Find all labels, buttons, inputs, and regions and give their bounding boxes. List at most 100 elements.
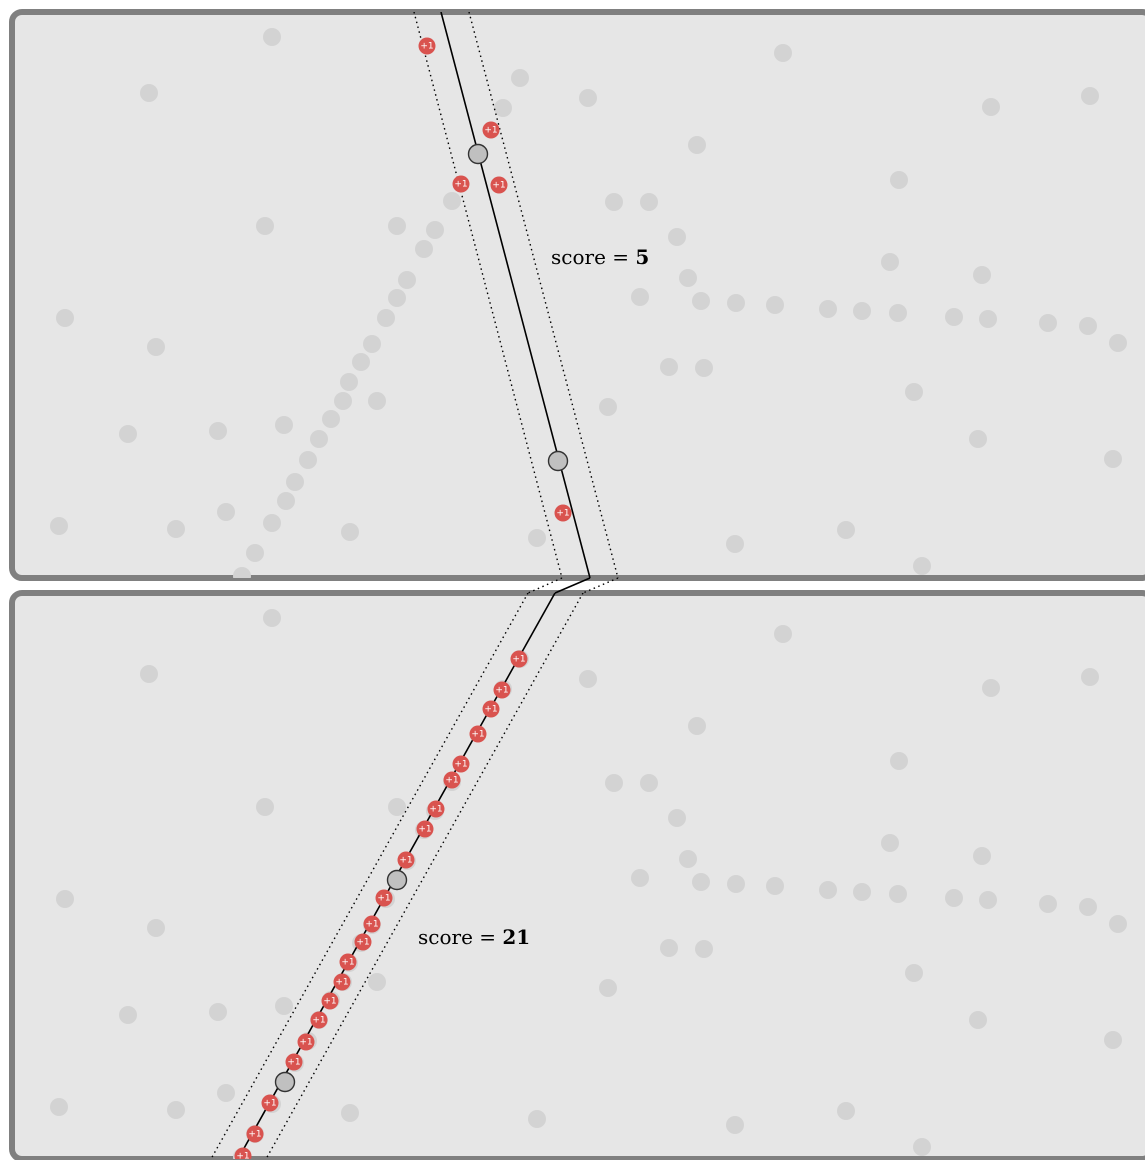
inlier-dot [397,851,415,869]
data-point [668,228,686,246]
inlier-point: +1 [234,1147,252,1159]
inlier-point: +1 [510,650,528,668]
inlier-point: +1 [427,800,445,818]
inlier-dot [418,37,436,55]
data-point [1104,450,1122,468]
data-point [1109,915,1127,933]
data-point [275,997,293,1015]
data-point [398,271,416,289]
data-point [599,979,617,997]
data-point [890,752,908,770]
data-point [979,310,997,328]
data-point [56,890,74,908]
inlier-point: +1 [443,771,461,789]
data-point [341,523,359,541]
panel-top [9,9,1145,581]
data-point [982,679,1000,697]
data-point [388,289,406,307]
data-point [443,192,461,210]
inlier-point: +1 [375,889,393,907]
inlier-label: +1 [492,181,505,191]
inlier-label: +1 [454,180,467,190]
data-point [217,503,235,521]
data-point [263,609,281,627]
panel-bottom [9,590,1145,1160]
data-point [263,28,281,46]
inlier-dot [452,755,470,773]
data-point [692,873,710,891]
data-point [982,98,1000,116]
data-point [913,1138,931,1156]
inlier-dot [339,953,357,971]
inlier-label: +1 [335,978,348,988]
score-value: 5 [635,245,649,269]
data-point [1081,668,1099,686]
data-point [363,335,381,353]
data-point [147,338,165,356]
data-point [579,670,597,688]
fit-line [440,12,591,578]
data-point [209,1003,227,1021]
data-point [640,193,658,211]
panel-top-points [50,28,1127,578]
data-point [1081,87,1099,105]
data-point [889,304,907,322]
data-point [341,1104,359,1122]
inlier-dot [375,889,393,907]
data-point [945,889,963,907]
data-point [377,309,395,327]
inlier-label: +1 [299,1038,312,1048]
inlier-dot [482,700,500,718]
data-point [688,717,706,735]
inlier-dot [490,176,508,194]
inlier-point: +1 [482,121,500,139]
data-point [774,44,792,62]
threshold-band-left [210,593,529,1159]
data-point [119,425,137,443]
sample-point [274,1071,296,1093]
data-point [819,300,837,318]
data-point [140,665,158,683]
fit-line-connector [554,577,591,594]
data-point [881,253,899,271]
inlier-point: +1 [354,933,372,951]
data-point [969,430,987,448]
data-point [1039,895,1057,913]
data-point [692,292,710,310]
inlier-dot [427,800,445,818]
data-point [1104,1031,1122,1049]
data-point [286,473,304,491]
inlier-label: +1 [341,958,354,968]
data-point [426,221,444,239]
inlier-dot [310,1011,328,1029]
inlier-label: +1 [356,938,369,948]
data-point [766,296,784,314]
data-point [368,973,386,991]
data-point [837,1102,855,1120]
inlier-label: +1 [263,1099,276,1109]
data-point [579,89,597,107]
data-point [727,294,745,312]
data-point [1109,334,1127,352]
inlier-label: +1 [248,1130,261,1140]
data-point [945,308,963,326]
data-point [660,939,678,957]
inlier-label: +1 [399,856,412,866]
inlier-point: +1 [490,176,508,194]
data-point [1039,314,1057,332]
inlier-dot [297,1033,315,1051]
data-point [660,358,678,376]
band-connector-left [527,577,563,594]
data-point [209,422,227,440]
data-point [167,1101,185,1119]
data-point [605,774,623,792]
inlier-label: +1 [484,126,497,136]
inlier-point: +1 [469,725,487,743]
panel-bottom-score-label: score = 21 [418,925,530,949]
panel-bottom-hypothesis: +1+1+1+1+1+1+1+1+1+1+1+1+1+1+1+1+1+1+1+1… [210,593,584,1159]
data-point [256,798,274,816]
inlier-dot [321,992,339,1010]
inlier-point: +1 [333,973,351,991]
data-point [388,217,406,235]
inlier-point: +1 [321,992,339,1010]
